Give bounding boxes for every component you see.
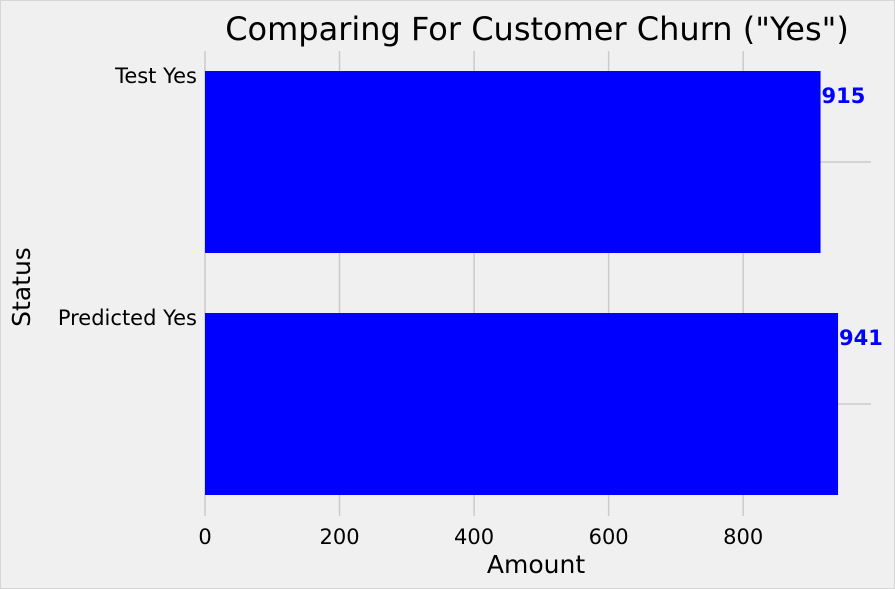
y-axis-label: Status [7, 247, 36, 327]
bars [205, 71, 839, 495]
data-labels: 915 941 [822, 84, 883, 350]
y-tick-label: Test Yes [114, 64, 197, 88]
x-tick-label: 600 [589, 525, 629, 549]
x-axis-ticks: 0 200 400 600 800 [198, 525, 763, 549]
y-axis-ticks: Test Yes Predicted Yes [58, 64, 197, 330]
x-axis-label: Amount [487, 550, 585, 579]
x-tick-label: 800 [723, 525, 763, 549]
y-tick-label: Predicted Yes [58, 306, 197, 330]
chart-title: Comparing For Customer Churn ("Yes") [225, 10, 849, 48]
data-label: 941 [839, 326, 883, 350]
x-tick-label: 200 [319, 525, 359, 549]
bar-predicted-yes [205, 313, 839, 495]
x-tick-label: 400 [454, 525, 494, 549]
x-tick-label: 0 [198, 525, 211, 549]
data-label: 915 [822, 84, 866, 108]
bar-test-yes [205, 71, 821, 253]
